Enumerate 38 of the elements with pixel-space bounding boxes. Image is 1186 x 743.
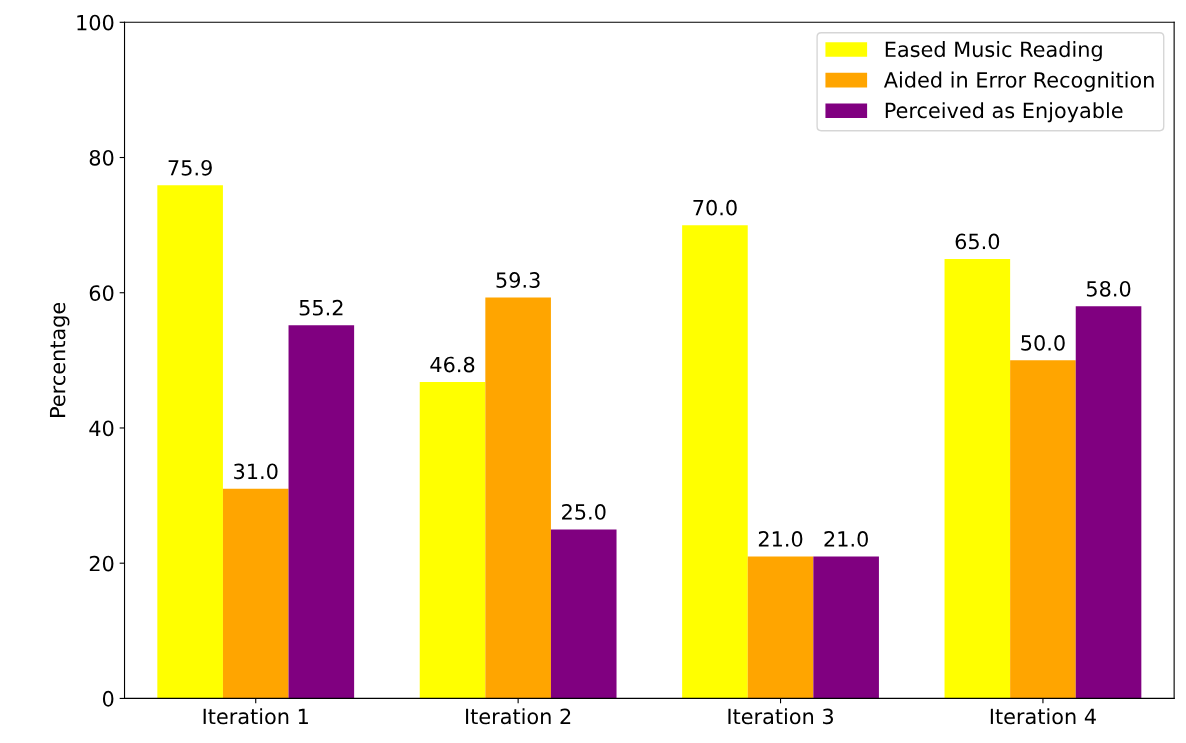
x-tick-label: Iteration 1 <box>203 708 308 725</box>
bar <box>485 297 551 699</box>
y-tick-label: 0 <box>102 690 114 707</box>
bar <box>288 325 355 699</box>
legend-label: Eased Music Reading <box>885 41 1102 62</box>
data-label: 21.0 <box>758 531 803 547</box>
bar <box>550 529 617 699</box>
bar <box>1010 360 1076 699</box>
data-label: 70.0 <box>693 199 737 216</box>
y-tick-label: 100 <box>77 14 114 31</box>
data-label: 58.0 <box>1086 280 1131 297</box>
y-tick-label: 20 <box>89 555 114 572</box>
data-label: 59.3 <box>496 272 540 288</box>
data-label: 55.2 <box>299 299 343 316</box>
data-label: 31.0 <box>234 463 278 480</box>
bar <box>682 225 748 699</box>
bar <box>1075 306 1142 699</box>
bar <box>419 381 486 699</box>
data-label: 46.8 <box>430 356 475 373</box>
y-tick-label: 40 <box>89 420 114 437</box>
x-tick-label: Iteration 4 <box>990 708 1096 725</box>
bar <box>813 556 879 699</box>
x-tick-label: Iteration 2 <box>466 708 571 725</box>
y-tick-label: 80 <box>89 149 114 166</box>
legend-label: Perceived as Enjoyable <box>885 102 1123 123</box>
legend-label: Aided in Error Recognition <box>883 71 1154 92</box>
y-axis-title: Percentage <box>49 302 70 417</box>
data-label: 50.0 <box>1021 335 1065 351</box>
bar <box>222 488 289 699</box>
bar <box>747 556 814 699</box>
bar <box>944 258 1011 699</box>
data-label: 75.9 <box>168 159 212 176</box>
data-label: 21.0 <box>824 531 868 547</box>
data-label: 65.0 <box>955 233 1000 250</box>
x-tick-label: Iteration 3 <box>728 708 833 725</box>
bar <box>157 185 223 699</box>
data-label: 25.0 <box>562 504 606 520</box>
y-tick-label: 60 <box>89 285 114 301</box>
